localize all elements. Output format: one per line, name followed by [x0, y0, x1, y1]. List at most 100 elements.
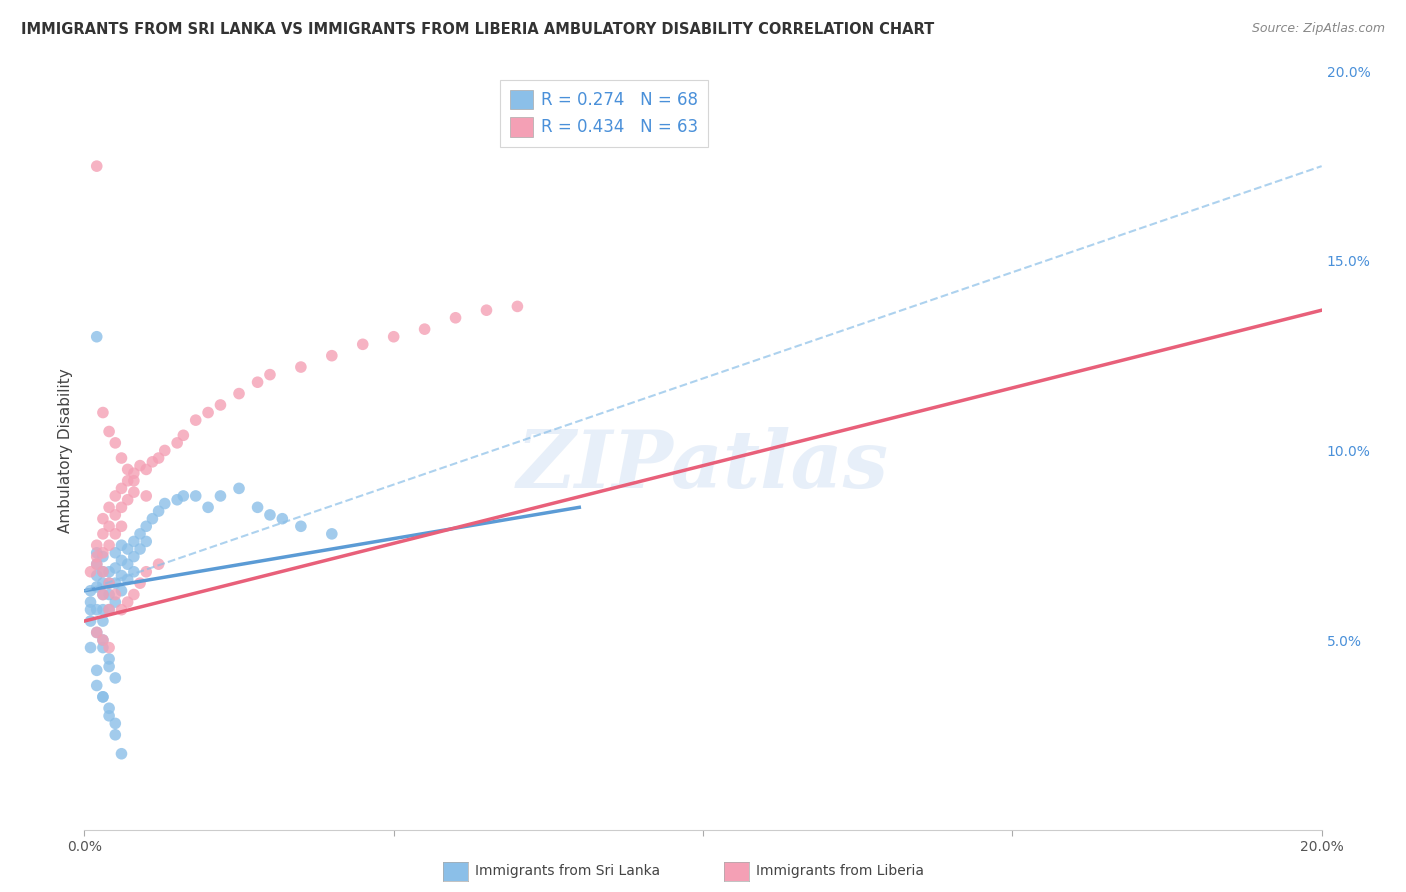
- Point: [98, 576, 121, 591]
- Point: [259, 368, 281, 382]
- Point: [110, 747, 132, 761]
- Point: [86, 625, 108, 640]
- Point: [91, 406, 114, 420]
- Point: [148, 557, 170, 572]
- Point: [98, 659, 121, 673]
- Point: [91, 603, 114, 617]
- Point: [110, 451, 132, 466]
- Point: [98, 588, 121, 602]
- Point: [98, 708, 121, 723]
- Point: [117, 557, 139, 572]
- Point: [104, 671, 127, 685]
- Point: [79, 640, 101, 655]
- Point: [104, 436, 127, 450]
- Point: [91, 690, 114, 704]
- Point: [135, 565, 157, 579]
- Point: [104, 728, 127, 742]
- Point: [86, 580, 108, 594]
- Point: [91, 512, 114, 526]
- Point: [110, 603, 132, 617]
- Point: [104, 588, 127, 602]
- Text: ZIPatlas: ZIPatlas: [517, 427, 889, 504]
- Point: [98, 603, 121, 617]
- Point: [98, 701, 121, 715]
- Point: [246, 376, 269, 390]
- Point: [148, 504, 170, 518]
- Point: [246, 500, 269, 515]
- Point: [228, 386, 250, 401]
- Point: [110, 568, 132, 582]
- Point: [104, 508, 127, 522]
- Point: [475, 303, 498, 318]
- Point: [79, 565, 101, 579]
- Point: [184, 413, 207, 427]
- Point: [166, 436, 188, 450]
- Point: [91, 565, 114, 579]
- Point: [98, 500, 121, 515]
- Text: Immigrants from Sri Lanka: Immigrants from Sri Lanka: [475, 864, 661, 879]
- Point: [209, 489, 232, 503]
- Point: [91, 588, 114, 602]
- Point: [117, 542, 139, 557]
- Point: [271, 512, 294, 526]
- Point: [117, 474, 139, 488]
- Point: [98, 576, 121, 591]
- Point: [86, 603, 108, 617]
- Point: [135, 462, 157, 476]
- Point: [290, 359, 312, 375]
- Point: [110, 538, 132, 552]
- Point: [98, 425, 121, 439]
- Point: [91, 546, 114, 560]
- Point: [259, 508, 281, 522]
- Point: [104, 561, 127, 575]
- Point: [122, 549, 145, 564]
- Point: [86, 330, 108, 344]
- Point: [172, 428, 194, 442]
- Point: [86, 625, 108, 640]
- Point: [86, 159, 108, 173]
- Point: [98, 603, 121, 617]
- Point: [79, 583, 101, 598]
- Point: [117, 595, 139, 609]
- Point: [321, 526, 343, 541]
- Point: [91, 576, 114, 591]
- Point: [129, 576, 152, 591]
- Point: [382, 330, 405, 344]
- Point: [91, 633, 114, 648]
- Point: [104, 526, 127, 541]
- Point: [98, 652, 121, 666]
- Text: Immigrants from Liberia: Immigrants from Liberia: [756, 864, 924, 879]
- Point: [86, 546, 108, 560]
- Point: [79, 614, 101, 628]
- Point: [129, 526, 152, 541]
- Point: [122, 565, 145, 579]
- Point: [91, 690, 114, 704]
- Point: [117, 573, 139, 587]
- Point: [91, 549, 114, 564]
- Point: [104, 576, 127, 591]
- Point: [153, 497, 176, 511]
- Point: [166, 492, 188, 507]
- Point: [110, 583, 132, 598]
- Point: [413, 322, 436, 336]
- Point: [98, 519, 121, 533]
- Point: [228, 482, 250, 496]
- Point: [444, 310, 467, 325]
- Point: [98, 565, 121, 579]
- Point: [91, 565, 114, 579]
- Y-axis label: Ambulatory Disability: Ambulatory Disability: [58, 368, 73, 533]
- Point: [104, 489, 127, 503]
- Point: [129, 458, 152, 473]
- Point: [197, 500, 219, 515]
- Point: [172, 489, 194, 503]
- Point: [141, 512, 163, 526]
- Point: [135, 489, 157, 503]
- Point: [104, 716, 127, 731]
- Point: [290, 519, 312, 533]
- Point: [79, 595, 101, 609]
- Point: [209, 398, 232, 412]
- Point: [122, 588, 145, 602]
- Point: [86, 664, 108, 678]
- Point: [321, 349, 343, 363]
- Point: [91, 588, 114, 602]
